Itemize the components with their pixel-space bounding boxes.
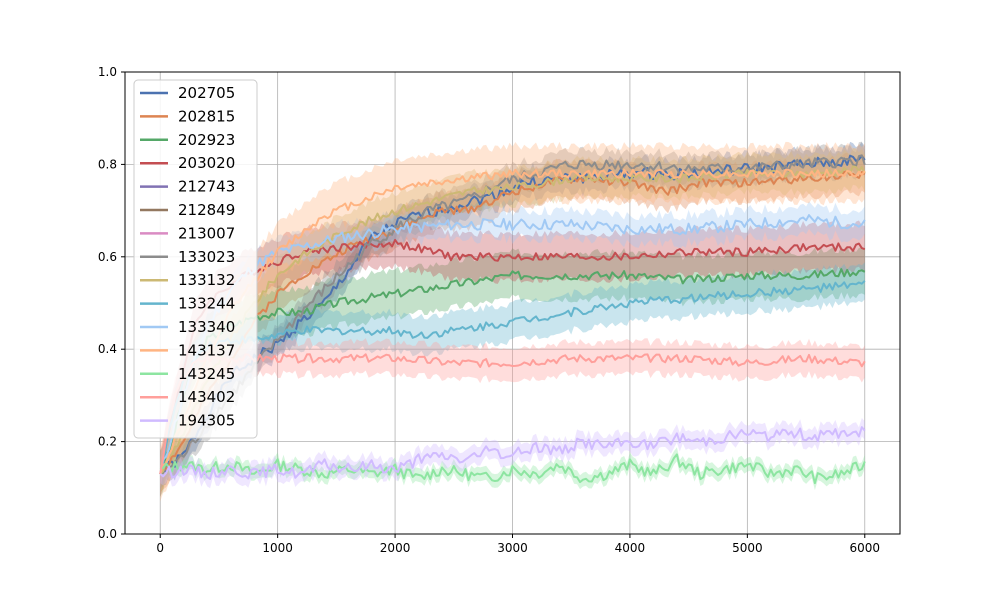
- legend-label: 212849: [178, 201, 235, 219]
- legend-label: 133340: [178, 318, 235, 336]
- series-line-143402: [159, 353, 866, 475]
- legend: 202705 202815 202923 203020 212743 212849 2130…: [133, 79, 258, 439]
- x-tick-label: 6000: [849, 541, 880, 555]
- legend-label: 133132: [178, 271, 235, 289]
- series-line-202815: [159, 170, 866, 475]
- series-line-133132: [159, 165, 866, 475]
- series-line-133244: [159, 280, 866, 475]
- y-tick-label: 0.2: [98, 435, 117, 449]
- x-tick-label: 5000: [732, 541, 763, 555]
- series-line-202923: [159, 268, 866, 475]
- x-tick-label: 1000: [262, 541, 293, 555]
- x-tick-label: 0: [156, 541, 164, 555]
- legend-label: 213007: [178, 224, 235, 242]
- series-band-133340: [160, 201, 865, 488]
- x-tick-label: 2000: [380, 541, 411, 555]
- legend-label: 203020: [178, 154, 235, 172]
- y-tick-label: 0.6: [98, 250, 117, 264]
- y-tick-label: 0.4: [98, 342, 117, 356]
- series-band-202815: [160, 152, 865, 493]
- series-band-143402: [160, 338, 865, 491]
- series-band-133244: [160, 262, 865, 493]
- legend-label: 212743: [178, 178, 235, 196]
- legend-label: 202923: [178, 131, 235, 149]
- legend-label: 202815: [178, 107, 235, 125]
- series-band-202923: [160, 246, 865, 497]
- series-band-143137: [160, 141, 865, 502]
- series-line-143245: [159, 453, 866, 485]
- series-line-194305: [159, 426, 866, 480]
- y-tick-label: 0.0: [98, 527, 117, 541]
- x-axis: 0 1000 2000 3000 4000 5000 6000: [156, 534, 880, 555]
- x-tick-label: 4000: [615, 541, 646, 555]
- series-line-203020: [159, 238, 866, 475]
- legend-label: 194305: [178, 412, 235, 430]
- legend-label: 202705: [178, 84, 235, 102]
- legend-box: [133, 79, 258, 439]
- y-axis: 0.0 0.2 0.4 0.6 0.8 1.0: [98, 65, 125, 541]
- y-tick-label: 0.8: [98, 157, 117, 171]
- legend-label: 143245: [178, 365, 235, 383]
- legend-label: 143137: [178, 341, 235, 359]
- y-tick-label: 1.0: [98, 65, 117, 79]
- x-tick-label: 3000: [497, 541, 528, 555]
- series-lines: [159, 154, 866, 485]
- series-line-143137: [159, 168, 866, 475]
- legend-label: 133023: [178, 248, 235, 266]
- legend-label: 143402: [178, 388, 235, 406]
- legend-label: 133244: [178, 295, 235, 313]
